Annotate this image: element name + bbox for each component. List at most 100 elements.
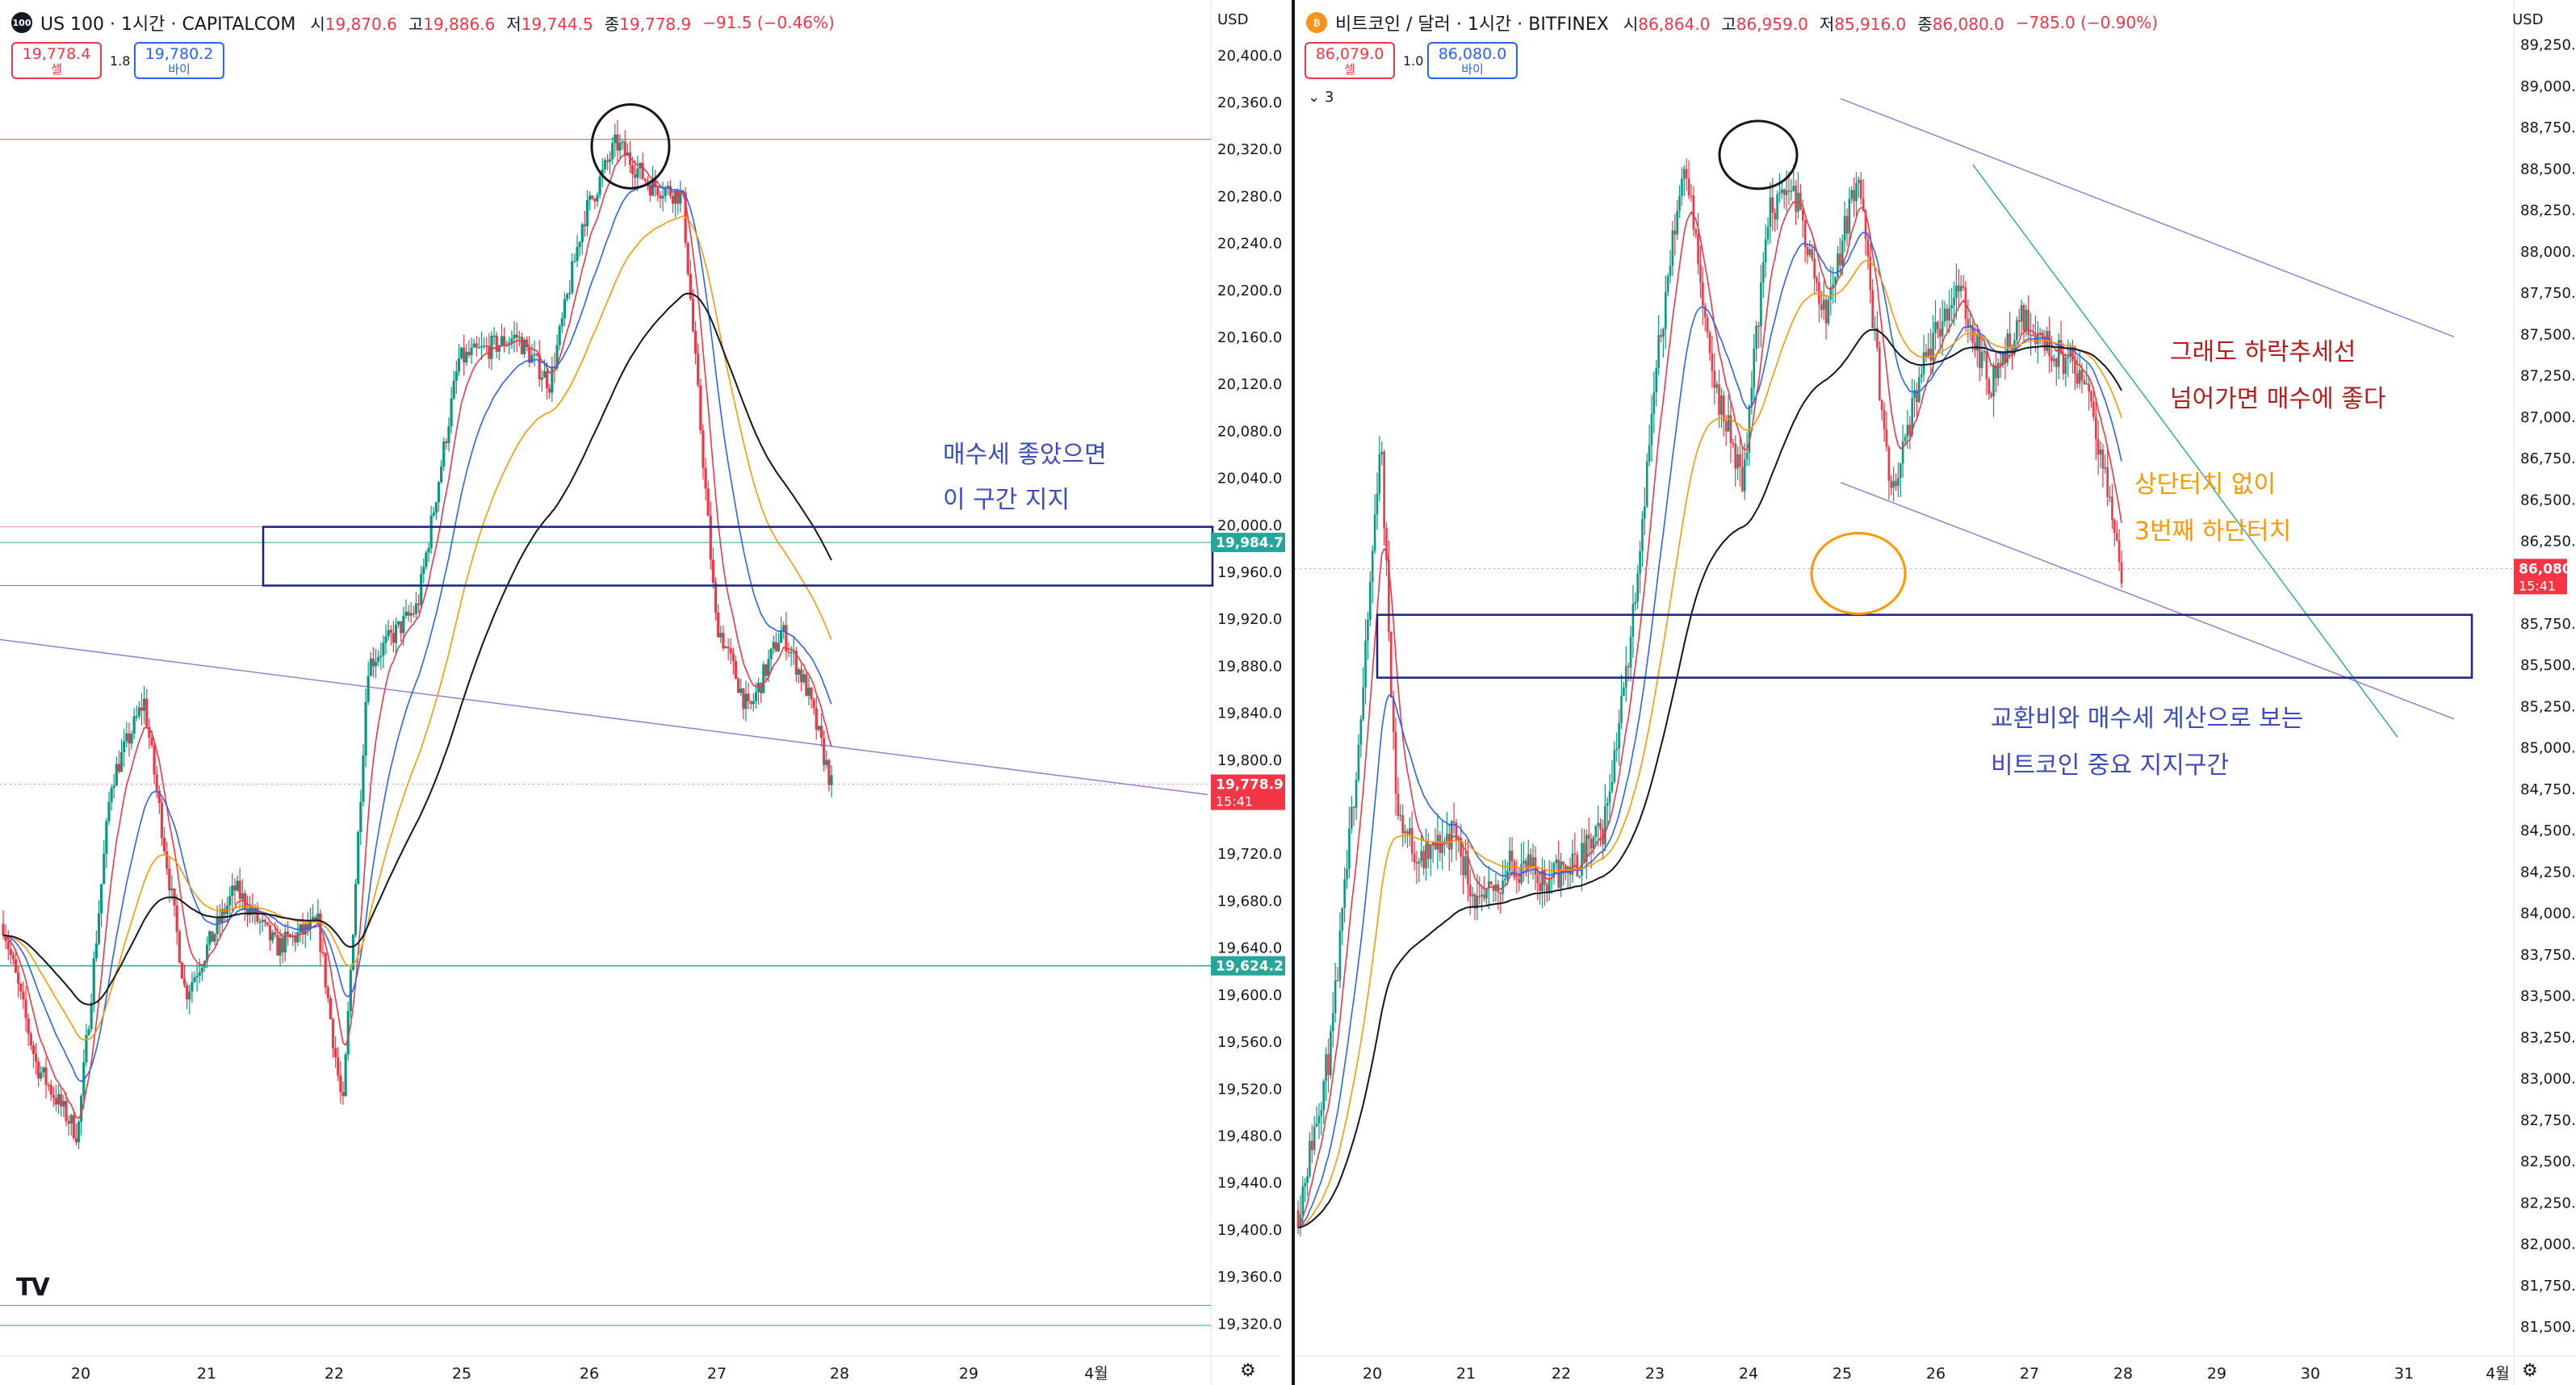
tradingview-logo-icon[interactable]: TV (16, 1274, 50, 1302)
panel-divider[interactable] (1292, 0, 1295, 1385)
candle-body (699, 385, 702, 431)
candle-body (321, 952, 325, 954)
candle-body (2043, 338, 2046, 351)
candle-body (1834, 276, 1837, 285)
candle-body (656, 187, 660, 196)
left-settings-gear-icon[interactable]: ⚙ (1240, 1361, 1256, 1381)
candle-body (533, 354, 536, 356)
candle-body (346, 1011, 350, 1055)
candle-body (2106, 467, 2109, 497)
candle-body (812, 699, 815, 709)
candle-body (2055, 358, 2058, 367)
candle-body (1487, 881, 1490, 889)
candle-body (452, 380, 455, 399)
candle-body (1648, 445, 1651, 462)
candle-body (1899, 463, 1902, 479)
candle-body (827, 759, 831, 785)
candle-body (394, 624, 398, 643)
right-symbol-title[interactable]: 비트코인 / 달러 · 1시간 · BITFINEX (1335, 15, 1609, 35)
candle-body (593, 198, 597, 202)
candle-body (1999, 362, 2002, 366)
candle-body (1929, 349, 1933, 361)
candle-body (397, 621, 400, 625)
candle-body (711, 559, 715, 584)
left-symbol-header[interactable]: 100 US 100 · 1시간 · CAPITALCOM 시19,870.6 … (11, 6, 846, 39)
candle-body (2113, 519, 2116, 533)
candle-body (422, 567, 425, 575)
candle-body (1938, 328, 1941, 337)
left-symbol-title[interactable]: US 100 · 1시간 · CAPITALCOM (40, 15, 296, 35)
candle-body (1343, 879, 1346, 908)
candle-body (1766, 226, 1770, 240)
candle-body (583, 224, 586, 227)
x-tick-label: 22 (325, 1365, 344, 1383)
candle-body (1369, 582, 1372, 620)
candle-body (359, 801, 362, 833)
candle-body (1976, 333, 1979, 351)
left-sell-button[interactable]: 19,778.4 셀 (11, 42, 102, 79)
right-currency-label[interactable]: USD (2512, 11, 2544, 28)
candle-body (119, 751, 124, 772)
candle-body (1932, 333, 1934, 361)
candle-body (1996, 362, 2000, 379)
y-tick-label: 87,500.0 (2520, 326, 2576, 343)
y-tick-label: 19,720.0 (1217, 846, 1282, 863)
right-buy-button[interactable]: 86,080.0 바이 (1427, 42, 1518, 79)
candle-body (2048, 331, 2050, 357)
candle-body (1468, 885, 1472, 897)
candle-body (319, 913, 322, 952)
candle-body (1911, 398, 1913, 435)
right-symbol-header[interactable]: ₿ 비트코인 / 달러 · 1시간 · BITFINEX 시86,864.0 고… (1306, 6, 2169, 39)
candle-body (767, 659, 770, 676)
candle-body (2083, 380, 2086, 385)
left-buy-button[interactable]: 19,780.2 바이 (134, 42, 224, 79)
candle-body (412, 613, 415, 615)
candle-body (1808, 249, 1812, 256)
candle-body (371, 658, 375, 667)
candle-body (1946, 308, 1949, 321)
candle-body (331, 1019, 335, 1048)
bottom-touch-circle (1810, 531, 1907, 615)
candle-body (1987, 379, 1991, 395)
candle-body (153, 745, 156, 775)
candle-body (170, 888, 174, 891)
candle-body (1629, 636, 1632, 667)
candle-body (1683, 169, 1686, 179)
x-tick-label: 20 (71, 1365, 90, 1383)
candle-body (1702, 282, 1704, 307)
candle-body (286, 931, 289, 935)
right-ohlc-low: 저85,916.0 (1819, 14, 1907, 34)
left-chart-panel[interactable]: 20,400.0 20,360.0 20,320.0 20,280.0 20,240.0… (0, 0, 1292, 1385)
left-currency-label[interactable]: USD (1217, 11, 1249, 28)
candle-body (477, 347, 481, 349)
right-chart-panel[interactable]: 89,250.0 89,000.0 88,750.0 88,500.0 88,250.0… (1295, 0, 2576, 1385)
candle-body (1673, 230, 1677, 235)
candle-body (1394, 731, 1397, 794)
right-indicator-toggle[interactable]: ⌄ 3 (1308, 89, 1334, 106)
candle-body (785, 625, 788, 652)
left-chart-canvas[interactable]: 20,400.0 20,360.0 20,320.0 20,280.0 20,240.0… (0, 0, 1292, 1385)
candle-body (72, 1115, 75, 1139)
candle-body (805, 674, 808, 697)
candle-body (1602, 829, 1604, 845)
candle-body (724, 646, 727, 649)
candle-body (1504, 878, 1506, 881)
candle-body (1623, 687, 1625, 697)
right-sell-button[interactable]: 86,079.0 셀 (1305, 42, 1395, 79)
candle-body (1410, 828, 1414, 854)
candle-body (450, 398, 453, 427)
y-tick-label: 20,360.0 (1217, 94, 1282, 111)
candle-body (580, 224, 584, 242)
right-chart-canvas[interactable]: 89,250.0 89,000.0 88,750.0 88,500.0 88,250.0… (1295, 0, 2576, 1385)
candle-body (294, 935, 297, 943)
candle-body (274, 932, 277, 935)
candle-body (1413, 853, 1416, 863)
candle-body (815, 708, 818, 730)
right-spread-value: 1.0 (1403, 53, 1424, 69)
candle-body (693, 330, 697, 354)
price-tag (1211, 774, 1285, 810)
right-settings-gear-icon[interactable]: ⚙ (2522, 1361, 2538, 1381)
candle-body (1980, 351, 1983, 369)
candle-body (364, 701, 367, 756)
